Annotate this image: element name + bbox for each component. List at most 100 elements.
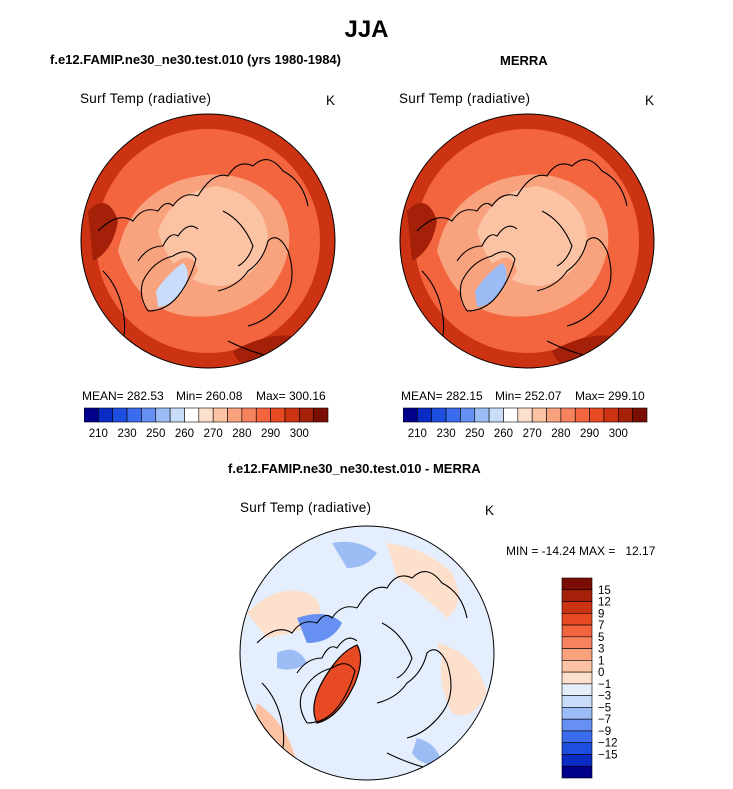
colorbar-swatch: [488, 407, 504, 423]
colorbar-swatch: [241, 407, 257, 423]
map2-coastline-2: [296, 637, 358, 674]
model-mean-label: MEAN= 282.53: [82, 389, 164, 403]
diff-anomaly-patch-1: [387, 543, 459, 618]
colorbar-tick-label: 260: [175, 428, 194, 440]
map0-coastline-4: [217, 237, 293, 327]
bottom-panel-header: f.e12.FAMIP.ne30_ne30.test.010 - MERRA: [228, 461, 481, 476]
model-polar-map: [80, 113, 336, 369]
map1-coastline-5: [541, 210, 573, 267]
obs-max-label: Max= 299.10: [575, 389, 645, 403]
colorbar-swatch: [560, 407, 576, 423]
map2-coastline-0: [256, 606, 358, 644]
colorbar-swatch: [617, 407, 633, 423]
figure-title: JJA: [344, 16, 389, 43]
diff-colorbar-tick-label: 15: [598, 585, 611, 597]
colorbar-swatch: [112, 407, 128, 423]
map1-hot-region-west: [407, 203, 437, 261]
diff-colorbar-tick-label: 5: [598, 632, 604, 644]
colorbar-tick-label: 250: [465, 428, 484, 440]
colorbar-swatch: [474, 407, 490, 423]
diff-colorbar-swatch: [561, 683, 593, 696]
diff-colorbar-tick-label: −5: [598, 702, 611, 714]
colorbar-tick-label: 280: [551, 428, 570, 440]
map1-boundary: [399, 113, 655, 369]
map1-coastline-3: [459, 251, 516, 312]
colorbar-swatch: [212, 407, 228, 423]
diff-anomaly-patch-3: [252, 703, 297, 763]
map1-coastline-0: [416, 194, 518, 232]
colorbar-swatch: [417, 407, 433, 423]
colorbar-swatch: [632, 407, 648, 423]
map1-coastline-1: [516, 159, 628, 207]
left-panel-header: f.e12.FAMIP.ne30_ne30.test.010 (yrs 1980…: [50, 52, 341, 67]
diff-colorbar-swatch: [561, 601, 593, 614]
diff-colorbar-tick-label: −7: [598, 714, 611, 726]
colorbar-swatch: [603, 407, 619, 423]
colorbar-tick-label: 290: [261, 428, 280, 440]
colorbar-tick-label: 300: [290, 428, 309, 440]
colorbar-swatch: [431, 407, 447, 423]
diff-colorbar-swatch: [561, 648, 593, 661]
diff-anomaly-patch-6: [297, 614, 342, 643]
map2-boundary: [239, 525, 495, 781]
colorbar-swatch: [503, 407, 519, 423]
colorbar-swatch: [313, 407, 329, 423]
diff-colorbar-tick-label: 1: [598, 655, 604, 667]
obs-min-label: Min= 252.07: [495, 389, 562, 403]
model-max-label: Max= 300.16: [256, 389, 326, 403]
diff-anomaly-patch-7: [412, 738, 442, 765]
diff-colorbar-tick-label: −9: [598, 726, 611, 738]
map2-coastline-4: [376, 649, 452, 739]
colorbar-tick-label: 290: [580, 428, 599, 440]
map0-greenland-icesheet: [156, 263, 188, 307]
colorbar-swatch: [169, 407, 185, 423]
diff-colorbar-swatch: [561, 660, 593, 673]
diff-colorbar-swatch: [561, 718, 593, 732]
colorbar-tick-label: 270: [204, 428, 223, 440]
colorbar-swatch: [98, 407, 114, 423]
model-panel-units: K: [326, 93, 336, 108]
map2-coastline-5: [381, 622, 413, 679]
obs-panel-title: Surf Temp (radiative): [399, 91, 531, 106]
colorbar-swatch: [546, 407, 562, 423]
colorbar-swatch: [155, 407, 171, 423]
colorbar-tick-label: 230: [436, 428, 455, 440]
diff-colorbar-tick-label: −12: [598, 738, 618, 750]
diff-colorbar-swatch: [561, 695, 593, 708]
colorbar-tick-label: 260: [494, 428, 513, 440]
colorbar-swatch: [84, 407, 99, 423]
diff-colorbar-swatch: [561, 612, 593, 626]
map1-greenland-icesheet: [475, 263, 507, 307]
colorbar-tick-label: 210: [408, 428, 427, 440]
colorbar-swatch: [184, 407, 200, 423]
map1-coastline-4: [536, 237, 612, 327]
colorbar-swatch: [284, 407, 300, 423]
colorbar-swatch: [227, 407, 243, 423]
obs-polar-map: [399, 113, 655, 369]
map0-coastline-3: [140, 251, 197, 312]
colorbar-swatch: [255, 407, 271, 423]
colorbar-swatch: [298, 407, 314, 423]
diff-colorbar-tick-label: 0: [598, 667, 604, 679]
colorbar-tick-label: 250: [146, 428, 165, 440]
colorbar-tick-label: 280: [232, 428, 251, 440]
diff-colorbar-swatch: [561, 577, 593, 591]
diff-colorbar-swatch: [561, 624, 593, 638]
colorbar-swatch: [574, 407, 590, 423]
colorbar-tick-label: 230: [117, 428, 136, 440]
model-min-label: Min= 260.08: [176, 389, 243, 403]
map0-coastline-1: [197, 159, 309, 207]
colorbar-tick-label: 270: [523, 428, 542, 440]
colorbar-swatch: [445, 407, 461, 423]
diff-panel-units: K: [485, 503, 495, 518]
diff-colorbar-tick-label: −1: [598, 679, 611, 691]
diff-colorbar-swatch: [561, 754, 593, 767]
obs-panel-units: K: [645, 93, 655, 108]
obs-colorbar: 210 230 250 260 270 280 290 300: [403, 407, 648, 440]
diff-colorbar-tick-label: 7: [598, 620, 604, 632]
diff-colorbar-swatch: [561, 636, 593, 649]
diff-colorbar-swatch: [561, 671, 593, 685]
diff-anomaly-patch-5: [277, 649, 307, 670]
colorbar-swatch: [141, 407, 157, 423]
diff-colorbar-swatch: [561, 742, 593, 755]
